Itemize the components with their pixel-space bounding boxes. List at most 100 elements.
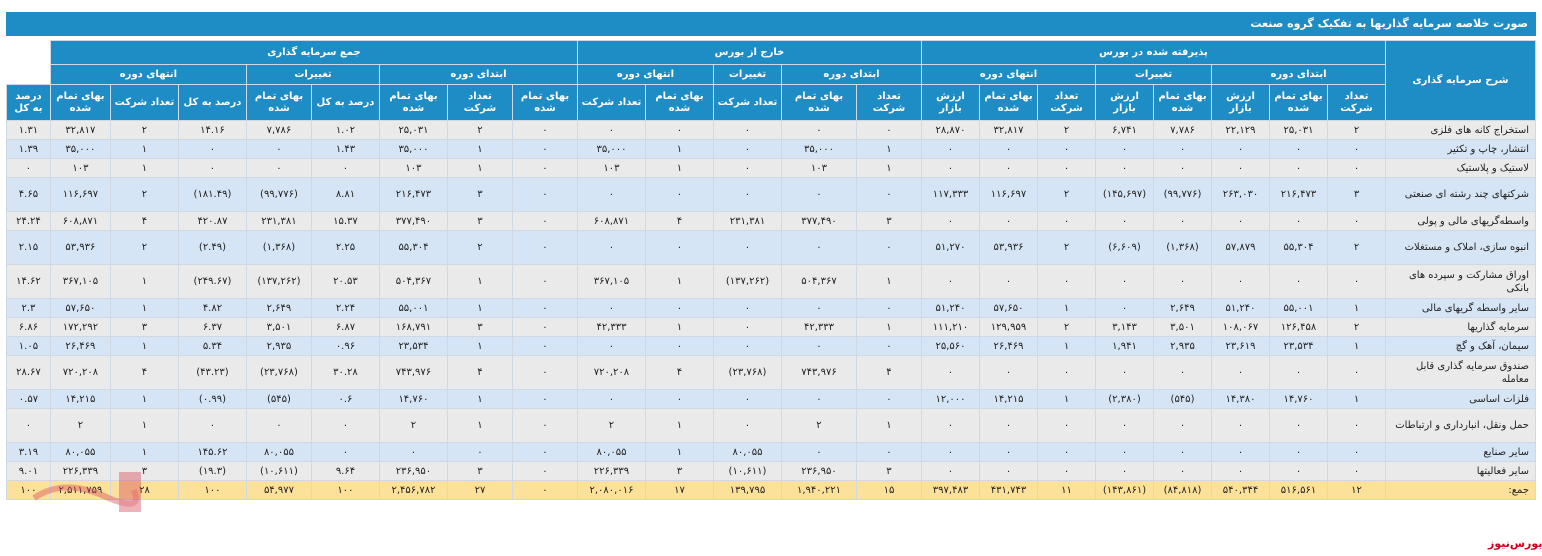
- total-cell: ۱۰۰: [310, 480, 380, 500]
- table-cell: ۱,۹۴۱: [1095, 336, 1154, 356]
- table-cell: ۳: [446, 317, 513, 337]
- table-cell: ۰: [511, 408, 578, 443]
- table-cell: ۰: [920, 139, 981, 159]
- column-header: درصد به کل: [6, 84, 51, 121]
- table-cell: ۲۱۶,۴۷۳: [378, 177, 448, 212]
- table-cell: ۱۱۷,۳۳۳: [920, 177, 981, 212]
- table-cell: ۲: [1037, 317, 1096, 337]
- table-row: سیمان، آهک و گچ ۱ ۲۳,۵۳۴ ۲۳,۶۱۹ ۲,۹۳۵ ۱,۹۴۱ ۱ ۲…: [6, 336, 1536, 356]
- table-cell: ۱۴,۷۶۰: [1269, 389, 1328, 409]
- table-cell: ۱: [1037, 336, 1096, 356]
- table-cell: ۵۵,۰۰۱: [378, 298, 448, 318]
- table-cell: ۰: [920, 408, 981, 443]
- table-cell: ۱.۰۲: [310, 120, 380, 140]
- column-header: تعداد شرکت: [1327, 84, 1386, 121]
- table-cell: ۰: [1269, 211, 1328, 231]
- table-cell: ۳: [855, 211, 922, 231]
- table-cell: ۳: [109, 461, 179, 481]
- table-cell: ۰: [511, 139, 578, 159]
- total-cell: ۱۲: [1327, 480, 1386, 500]
- table-cell: ۵۳,۹۳۶: [49, 230, 111, 265]
- column-header: تعداد شرکت: [446, 84, 513, 121]
- table-cell: ۰: [1269, 355, 1328, 390]
- table-cell: ۰: [177, 139, 247, 159]
- table-cell: ۳: [446, 211, 513, 231]
- table-cell: ۰: [855, 336, 922, 356]
- table-cell: (۱۰,۶۱۱): [245, 461, 312, 481]
- table-cell: ۱: [1037, 389, 1096, 409]
- table-cell: ۱: [855, 264, 922, 299]
- row-label: سیمان، آهک و گچ: [1385, 336, 1536, 356]
- table-cell: ۱: [644, 442, 714, 462]
- table-cell: ۲: [1327, 230, 1386, 265]
- col-description: شرح سرمایه گذاری: [1385, 40, 1536, 121]
- table-cell: ۲۸.۶۷: [6, 355, 51, 390]
- table-cell: ۰: [855, 177, 922, 212]
- table-cell: ۲: [109, 230, 179, 265]
- table-cell: ۲: [446, 230, 513, 265]
- table-cell: ۵۱,۲۷۰: [920, 230, 981, 265]
- table-cell: ۳۶۷,۱۰۵: [49, 264, 111, 299]
- table-cell: (۶,۶۰۹): [1095, 230, 1154, 265]
- table-cell: ۰: [310, 408, 380, 443]
- total-end: انتهای دوره: [49, 64, 247, 85]
- table-cell: ۱: [446, 264, 513, 299]
- table-cell: ۰: [780, 389, 857, 409]
- table-cell: ۰: [1269, 461, 1328, 481]
- column-header: ارزش بازار: [920, 84, 981, 121]
- table-cell: ۲۳۱,۳۸۱: [712, 211, 782, 231]
- table-cell: ۰: [1327, 158, 1386, 178]
- table-cell: ۱۴,۳۸۰: [1211, 389, 1270, 409]
- table-cell: ۶۰۸,۸۷۱: [576, 211, 646, 231]
- group-listed: پذیرفته شده در بورس: [920, 40, 1387, 65]
- table-cell: ۰: [511, 389, 578, 409]
- table-cell: ۰: [855, 230, 922, 265]
- brand-logo: بورس‌نیوز: [1488, 537, 1542, 550]
- table-cell: ۲: [109, 177, 179, 212]
- table-cell: ۲,۶۴۹: [1153, 298, 1212, 318]
- table-cell: ۰: [1269, 139, 1328, 159]
- table-cell: ۱: [644, 408, 714, 443]
- table-cell: (۲۳,۷۶۸): [245, 355, 312, 390]
- table-cell: ۰: [979, 139, 1038, 159]
- table-cell: ۲۲۶,۳۳۹: [49, 461, 111, 481]
- table-cell: ۰: [446, 442, 513, 462]
- table-cell: ۵۳,۹۳۶: [979, 230, 1038, 265]
- table-cell: (۰.۹۹): [177, 389, 247, 409]
- table-cell: ۰: [1269, 442, 1328, 462]
- table-cell: ۲.۲۴: [310, 298, 380, 318]
- table-cell: ۰: [712, 389, 782, 409]
- table-cell: ۲۶,۴۶۹: [979, 336, 1038, 356]
- table-cell: ۷,۷۸۶: [1153, 120, 1212, 140]
- table-cell: ۰: [712, 158, 782, 178]
- table-cell: ۳,۵۰۱: [245, 317, 312, 337]
- table-cell: ۱۰۸,۰۶۷: [1211, 317, 1270, 337]
- table-cell: (۹۹,۷۷۶): [1153, 177, 1212, 212]
- table-cell: ۰: [1037, 355, 1096, 390]
- table-cell: ۳: [1327, 177, 1386, 212]
- column-header: درصد به کل: [310, 84, 380, 121]
- table-cell: ۲,۹۳۵: [1153, 336, 1212, 356]
- table-cell: ۲.۲۵: [310, 230, 380, 265]
- table-cell: ۲۲,۱۲۹: [1211, 120, 1270, 140]
- row-label: سایر واسطه گریهای مالی: [1385, 298, 1536, 318]
- table-cell: ۰: [245, 158, 312, 178]
- table-cell: ۶,۷۴۱: [1095, 120, 1154, 140]
- table-cell: ۰: [855, 120, 922, 140]
- table-cell: ۸۰,۰۵۵: [245, 442, 312, 462]
- table-cell: ۰: [511, 355, 578, 390]
- table-cell: ۱: [446, 408, 513, 443]
- table-cell: ۲۴.۲۴: [6, 211, 51, 231]
- table-cell: (۴۳.۲۳): [177, 355, 247, 390]
- table-cell: ۱: [855, 317, 922, 337]
- table-cell: ۰: [576, 120, 646, 140]
- table-cell: ۰: [780, 230, 857, 265]
- listed-end: انتهای دوره: [920, 64, 1097, 85]
- total-cell: ۲۷: [446, 480, 513, 500]
- table-cell: ۰: [1095, 158, 1154, 178]
- table-row: سرمایه گذاریها ۲ ۱۲۶,۴۵۸ ۱۰۸,۰۶۷ ۳,۵۰۱ ۳,۱۴۳ ۲…: [6, 317, 1536, 337]
- table-cell: ۲: [1037, 120, 1096, 140]
- table-cell: (۲۳,۷۶۸): [712, 355, 782, 390]
- table-cell: ۰: [979, 211, 1038, 231]
- table-cell: (۲.۴۹): [177, 230, 247, 265]
